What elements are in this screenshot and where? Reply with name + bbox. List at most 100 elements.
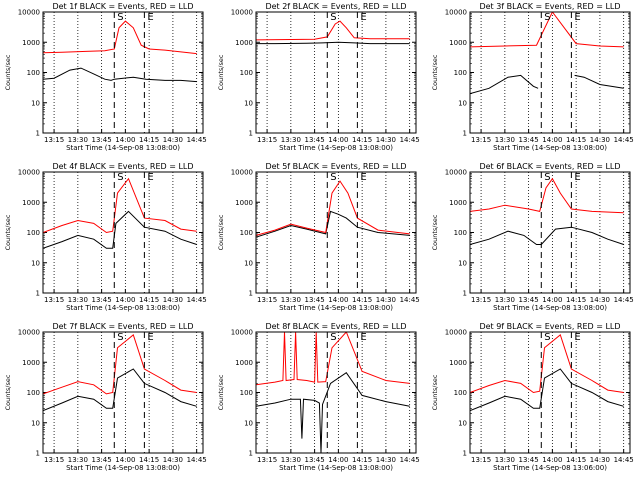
x-tick-label: 14:15 xyxy=(139,456,159,464)
y-tick-label: 1000 xyxy=(449,359,467,367)
x-axis-label: Start Time (14-Sep-08 13:08:00) xyxy=(279,304,393,312)
events-series-line xyxy=(43,210,197,249)
y-tick-label: 10 xyxy=(31,259,40,267)
detector-2-panel: Det 2f BLACK = Events, RED = LLD Counts/s… xyxy=(213,0,426,160)
x-tick-label: 13:30 xyxy=(495,456,515,464)
x-tick-label: 13:45 xyxy=(305,296,325,304)
marker-label-s: S xyxy=(117,172,123,183)
y-axis-label: Counts/sec xyxy=(4,214,12,250)
x-tick-label: 14:30 xyxy=(376,456,396,464)
lld-series-line xyxy=(256,180,410,236)
y-tick-label: 1 xyxy=(249,290,253,298)
y-tick-label: 10 xyxy=(458,419,467,427)
y-tick-label: 1000 xyxy=(22,199,40,207)
y-axis-label: Counts/sec xyxy=(431,54,439,90)
y-tick-label: 10000 xyxy=(445,169,467,177)
detector-7-panel: Det 7f BLACK = Events, RED = LLD Counts/s… xyxy=(0,320,213,480)
y-tick-label: 1000 xyxy=(235,359,253,367)
detector-4-panel: Det 4f BLACK = Events, RED = LLD Counts/s… xyxy=(0,160,213,320)
x-tick-label: 14:00 xyxy=(328,136,348,144)
y-tick-label: 10 xyxy=(458,99,467,107)
y-tick-label: 100 xyxy=(240,69,253,77)
marker-label-s: S xyxy=(330,332,336,343)
x-tick-label: 14:30 xyxy=(590,136,610,144)
x-tick-label: 14:00 xyxy=(542,136,562,144)
lld-series-line xyxy=(256,332,410,386)
events-series-line xyxy=(256,372,410,453)
plot-frame xyxy=(42,171,204,294)
y-axis-label: Counts/sec xyxy=(431,214,439,250)
detector-5-panel: Det 5f BLACK = Events, RED = LLD Counts/s… xyxy=(213,160,426,320)
lld-series-line xyxy=(43,20,197,55)
marker-label-e: E xyxy=(147,332,153,343)
chart-title: Det 3f BLACK = Events, RED = LLD xyxy=(479,2,620,11)
x-tick-label: 13:45 xyxy=(519,456,539,464)
series-group xyxy=(43,334,197,412)
y-tick-label: 1 xyxy=(249,130,253,138)
x-tick-label: 14:45 xyxy=(400,456,420,464)
lld-series-line xyxy=(43,177,197,234)
events-series-line xyxy=(43,368,197,412)
y-tick-label: 1 xyxy=(36,450,40,458)
plot-frame xyxy=(255,331,417,454)
y-tick-label: 10000 xyxy=(231,329,253,337)
x-tick-label: 14:15 xyxy=(566,296,586,304)
x-tick-label: 13:30 xyxy=(281,136,301,144)
marker-label-e: E xyxy=(147,12,153,23)
y-tick-label: 100 xyxy=(454,389,467,397)
marker-label-s: S xyxy=(330,172,336,183)
x-tick-label: 13:45 xyxy=(519,296,539,304)
x-tick-label: 13:30 xyxy=(495,136,515,144)
plot-frame xyxy=(255,11,417,134)
detector-3-panel: Det 3f BLACK = Events, RED = LLD Counts/s… xyxy=(427,0,640,160)
lld-series-line xyxy=(470,334,624,394)
plot-frame xyxy=(255,171,417,294)
y-tick-label: 1 xyxy=(463,130,467,138)
x-axis-label: Start Time (14-Sep-08 13:08:00) xyxy=(279,464,393,472)
x-axis-label: Start Time (14-Sep-08 13:08:00) xyxy=(279,144,393,152)
y-axis-label: Counts/sec xyxy=(4,54,12,90)
x-tick-label: 14:30 xyxy=(590,296,610,304)
y-axis-label: Counts/sec xyxy=(431,374,439,410)
detector-5-chart: Det 5f BLACK = Events, RED = LLD Counts/s… xyxy=(217,162,420,312)
x-tick-label: 14:00 xyxy=(328,456,348,464)
y-tick-label: 1 xyxy=(463,450,467,458)
y-tick-label: 10 xyxy=(244,259,253,267)
x-tick-label: 14:00 xyxy=(115,456,135,464)
detector-2-chart: Det 2f BLACK = Events, RED = LLD Counts/s… xyxy=(217,2,420,152)
y-tick-label: 10000 xyxy=(445,329,467,337)
lld-series-line xyxy=(256,20,410,41)
x-tick-label: 14:00 xyxy=(542,456,562,464)
y-tick-label: 1000 xyxy=(235,39,253,47)
y-tick-label: 100 xyxy=(240,389,253,397)
x-axis-label: Start Time (14-Sep-08 13:08:00) xyxy=(66,304,180,312)
marker-label-s: S xyxy=(117,12,123,23)
x-axis-label: Start Time (14-Sep-08 13:08:00) xyxy=(66,464,180,472)
lld-series-line xyxy=(43,334,197,395)
plot-frame xyxy=(42,11,204,134)
x-tick-label: 14:30 xyxy=(163,296,183,304)
y-tick-label: 100 xyxy=(454,229,467,237)
y-tick-label: 1 xyxy=(463,290,467,298)
x-tick-label: 14:45 xyxy=(614,136,634,144)
y-tick-label: 10 xyxy=(244,419,253,427)
y-tick-label: 100 xyxy=(27,69,40,77)
detector-3-chart: Det 3f BLACK = Events, RED = LLD Counts/s… xyxy=(431,2,634,152)
chart-title: Det 8f BLACK = Events, RED = LLD xyxy=(265,322,406,331)
x-tick-label: 14:45 xyxy=(187,296,207,304)
detector-9-chart: Det 9f BLACK = Events, RED = LLD Counts/s… xyxy=(431,322,634,472)
chart-title: Det 9f BLACK = Events, RED = LLD xyxy=(479,322,620,331)
x-tick-label: 13:45 xyxy=(92,136,112,144)
y-tick-label: 10000 xyxy=(18,9,40,17)
y-tick-label: 10000 xyxy=(18,169,40,177)
detector-9-panel: Det 9f BLACK = Events, RED = LLD Counts/s… xyxy=(427,320,640,480)
y-tick-label: 1000 xyxy=(449,39,467,47)
x-tick-label: 13:45 xyxy=(92,296,112,304)
marker-label-s: S xyxy=(544,12,550,23)
x-tick-label: 13:15 xyxy=(257,136,277,144)
y-tick-label: 10 xyxy=(244,99,253,107)
y-tick-label: 1000 xyxy=(22,359,40,367)
y-tick-label: 100 xyxy=(240,229,253,237)
x-tick-label: 14:00 xyxy=(115,136,135,144)
series-group xyxy=(43,177,197,249)
